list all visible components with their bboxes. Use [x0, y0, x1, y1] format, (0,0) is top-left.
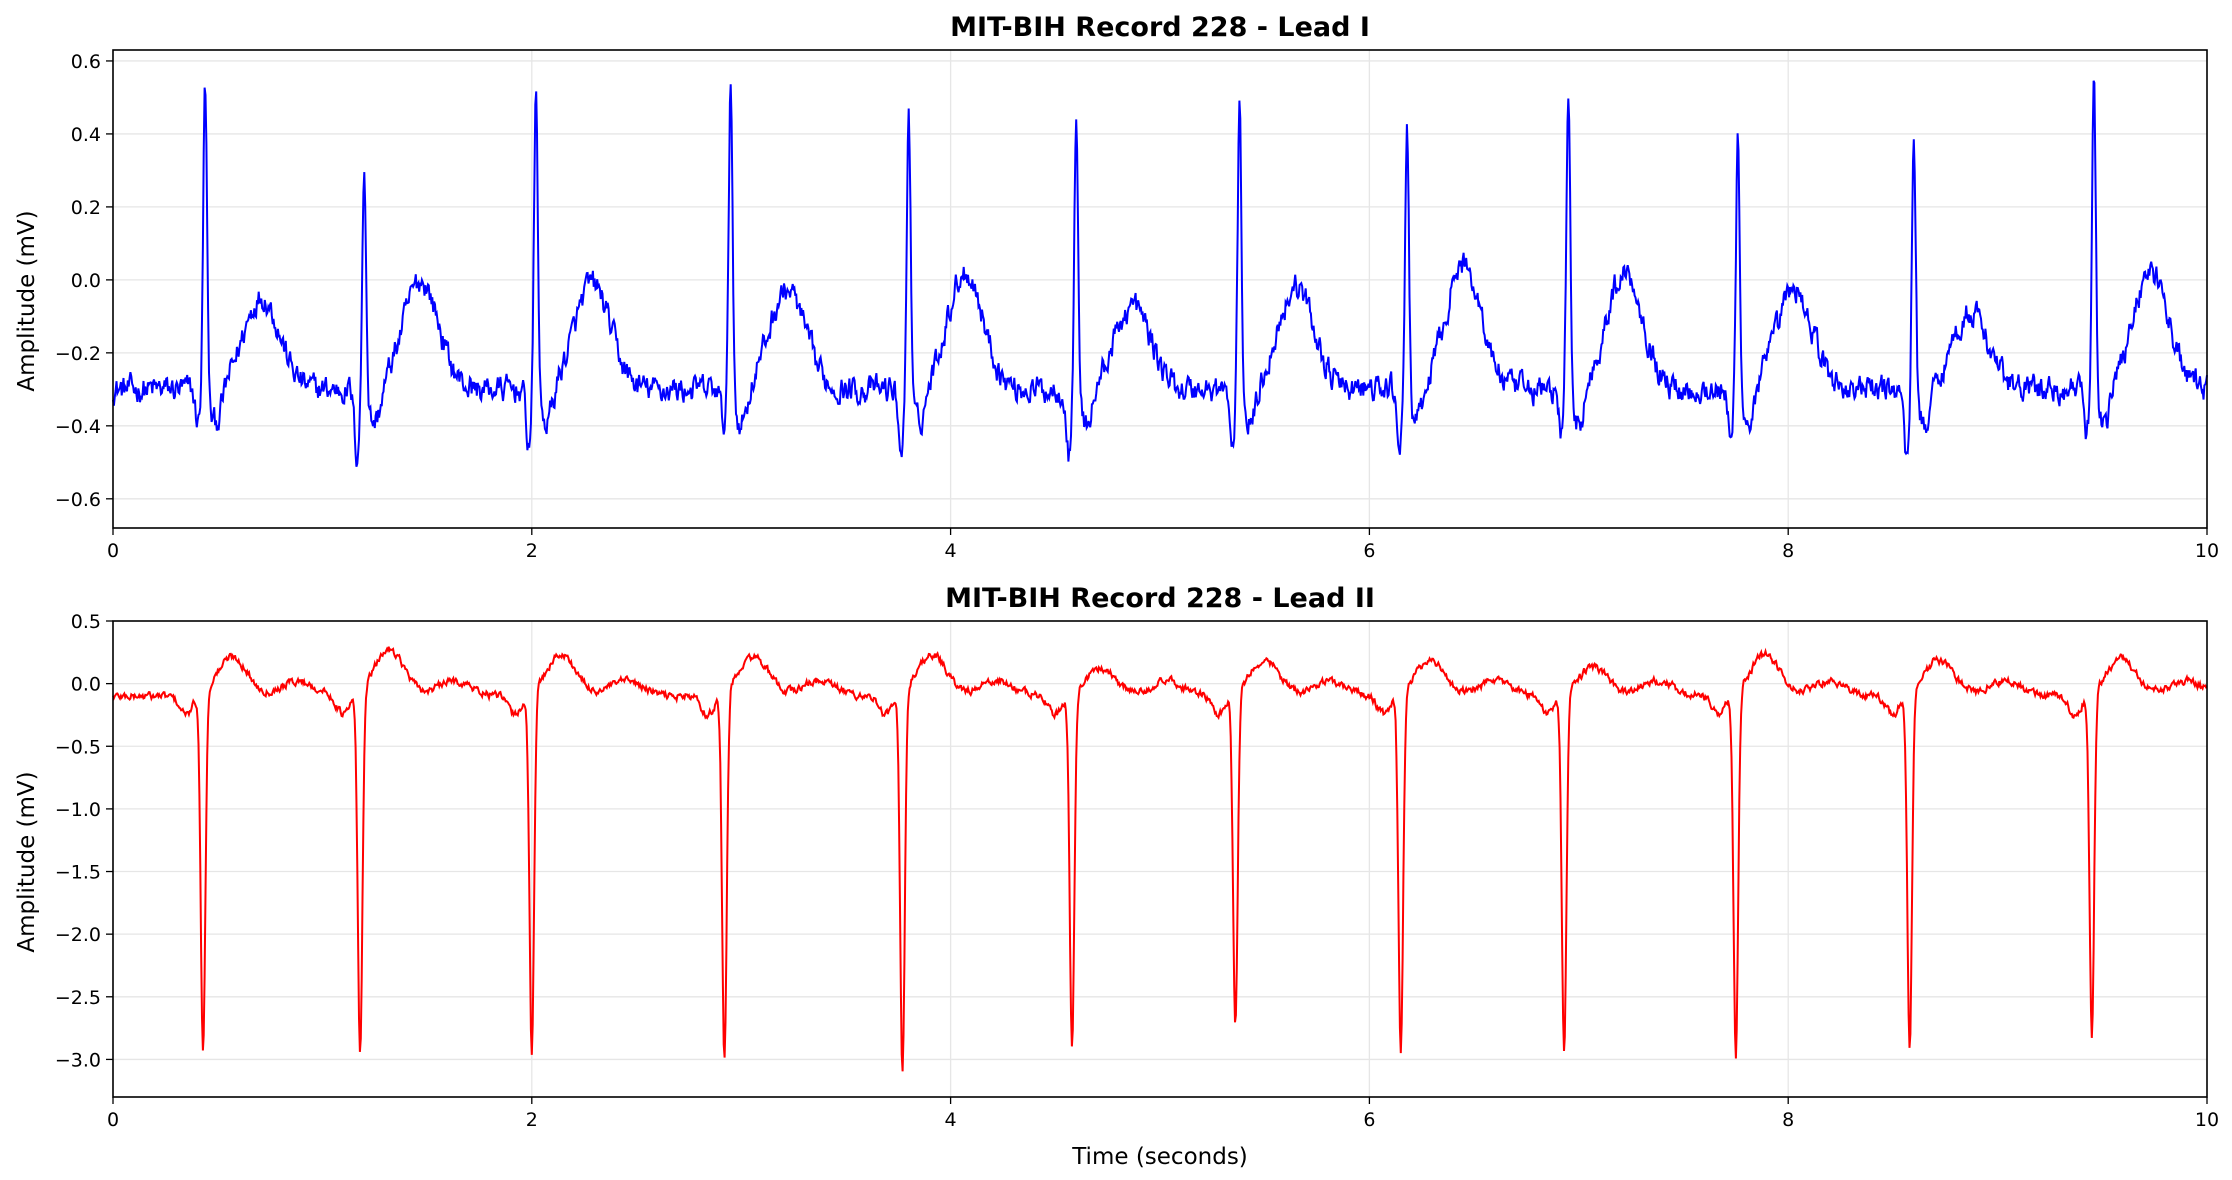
y-tick-label: −2.0 [55, 924, 101, 946]
y-tick-label: −3.0 [55, 1049, 101, 1071]
y-tick-label: −0.6 [55, 489, 101, 511]
y-tick-label: 0.2 [71, 197, 101, 219]
x-tick-label: 0 [107, 1109, 119, 1131]
y-tick-label: −0.5 [55, 736, 101, 758]
x-tick-label: 0 [107, 540, 119, 562]
x-tick-label: 2 [526, 1109, 538, 1131]
x-tick-label: 4 [945, 1109, 957, 1131]
lead-i-trace [112, 80, 2208, 467]
y-tick-label: 0.4 [71, 124, 101, 146]
y-tick-label: −0.2 [55, 343, 101, 365]
lead-ii-ylabel: Amplitude (mV) [14, 771, 40, 952]
lead-ii-xlabel: Time (seconds) [1071, 1144, 1248, 1170]
x-tick-label: 2 [526, 540, 538, 562]
x-tick-label: 8 [1782, 1109, 1794, 1131]
lead-i-ylabel: Amplitude (mV) [14, 210, 40, 391]
y-tick-label: −1.5 [55, 862, 101, 884]
x-tick-label: 4 [945, 540, 957, 562]
lead-ii-grid [112, 620, 2208, 1097]
x-tick-label: 6 [1363, 1109, 1375, 1131]
lead-ii-title: MIT-BIH Record 228 - Lead II [945, 583, 1375, 614]
lead-ii-trace [112, 646, 2208, 1072]
y-tick-label: 0.6 [71, 51, 101, 73]
x-tick-label: 10 [2195, 540, 2219, 562]
lead-ii-panel: MIT-BIH Record 228 - Lead II Amplitude (… [14, 583, 2219, 1170]
lead-ii-ticks: 0 2 4 6 8 10 −3.0 −2.5 −2.0 −1.5 −1.0 −0.5 0.0 0.5 [55, 611, 2219, 1131]
lead-i-ticks: 0 2 4 6 8 10 −0.6 −0.4 −0.2 0.0 0.2 0.4 0.6 [55, 51, 2219, 562]
lead-i-axes-frame [112, 49, 2208, 529]
x-tick-label: 6 [1363, 540, 1375, 562]
lead-i-title: MIT-BIH Record 228 - Lead I [950, 12, 1370, 43]
y-tick-label: −1.0 [55, 799, 101, 821]
x-tick-label: 8 [1782, 540, 1794, 562]
lead-ii-axes-frame [112, 620, 2208, 1098]
y-tick-label: −2.5 [55, 987, 101, 1009]
y-tick-label: 0.5 [71, 611, 101, 633]
y-tick-label: 0.0 [71, 674, 101, 696]
x-tick-label: 10 [2195, 1109, 2219, 1131]
y-tick-label: 0.0 [71, 270, 101, 292]
y-tick-label: −0.4 [55, 416, 101, 438]
lead-i-panel: MIT-BIH Record 228 - Lead I Amplitude (m… [14, 12, 2219, 562]
